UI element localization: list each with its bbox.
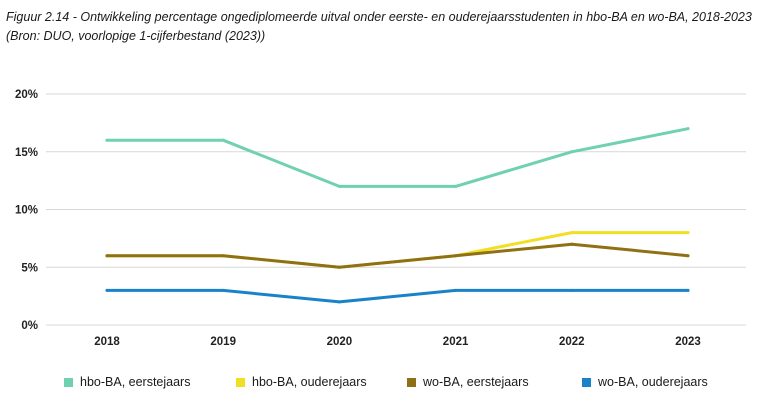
data-point [454, 184, 458, 188]
y-tick-label: 15% [15, 147, 38, 159]
data-point [337, 184, 341, 188]
data-point [686, 231, 690, 235]
data-point [686, 288, 690, 292]
x-tick-label: 2020 [327, 336, 353, 348]
legend-swatch [582, 377, 591, 387]
data-point [570, 231, 574, 235]
data-point [337, 300, 341, 304]
data-point [105, 138, 109, 142]
data-point [570, 150, 574, 154]
legend-item: hbo-BA, ouderejaars [236, 375, 367, 389]
data-point [454, 288, 458, 292]
data-point [454, 254, 458, 258]
data-point [221, 254, 225, 258]
x-tick-label: 2018 [94, 336, 120, 348]
legend-swatch [236, 377, 245, 387]
x-tick-label: 2021 [443, 336, 469, 348]
x-tick-label: 2023 [675, 336, 701, 348]
data-point [221, 288, 225, 292]
y-tick-label: 0% [21, 320, 38, 332]
y-tick-label: 5% [21, 262, 38, 274]
y-tick-label: 20% [15, 89, 38, 101]
legend-label: hbo-BA, eerstejaars [80, 375, 191, 389]
legend-item: wo-BA, eerstejaars [407, 375, 529, 389]
data-point [570, 288, 574, 292]
series-line-0 [105, 127, 690, 188]
caption-source: (Bron: DUO, voorlopige 1-cijferbestand (… [6, 29, 266, 43]
data-point [105, 254, 109, 258]
data-point [221, 138, 225, 142]
x-tick-label: 2019 [210, 336, 236, 348]
caption-title: Figuur 2.14 - Ontwikkeling percentage on… [6, 10, 752, 24]
data-point [686, 254, 690, 258]
y-tick-label: 10% [15, 205, 38, 217]
x-tick-label: 2022 [559, 336, 585, 348]
legend-item: hbo-BA, eerstejaars [64, 375, 190, 389]
data-point [686, 127, 690, 131]
data-point [570, 242, 574, 246]
data-point [105, 288, 109, 292]
legend-label: wo-BA, eerstejaars [423, 375, 529, 389]
legend-swatch [407, 377, 416, 387]
chart-legend: hbo-BA, eerstejaars hbo-BA, ouderejaars wo… [0, 375, 768, 395]
series-line-3 [105, 288, 690, 304]
legend-label: wo-BA, ouderejaars [598, 375, 708, 389]
legend-item: wo-BA, ouderejaars [582, 375, 708, 389]
data-point [337, 265, 341, 269]
figure-caption: Figuur 2.14 - Ontwikkeling percentage on… [6, 8, 762, 46]
series-line-2 [105, 242, 690, 269]
legend-swatch [64, 377, 73, 387]
legend-label: hbo-BA, ouderejaars [252, 375, 367, 389]
